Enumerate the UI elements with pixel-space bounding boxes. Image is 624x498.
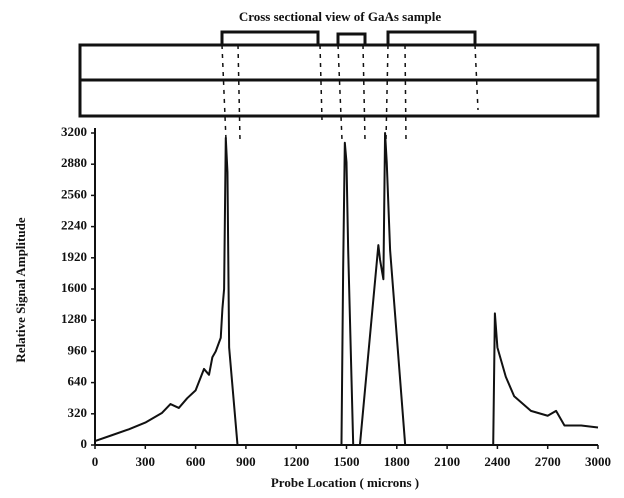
x-tick-label: 1500	[334, 454, 360, 469]
y-tick-label: 1280	[61, 311, 87, 326]
guide-line	[337, 44, 343, 141]
guide-line	[474, 44, 479, 111]
guide-line	[404, 44, 407, 141]
x-tick-label: 1800	[384, 454, 410, 469]
guide-lines	[221, 44, 479, 141]
guide-line	[362, 44, 366, 141]
layer-substrate	[78, 78, 600, 118]
x-tick-label: 1200	[283, 454, 309, 469]
y-tick-label: 3200	[61, 124, 87, 139]
x-tick-label: 300	[136, 454, 156, 469]
y-tick-label: 2880	[61, 155, 87, 170]
y-tick-label: 1920	[61, 249, 87, 264]
guide-line	[385, 44, 389, 141]
y-tick-label: 320	[68, 405, 88, 420]
guide-line	[319, 44, 323, 121]
contact	[386, 30, 477, 47]
x-axis-title: Probe Location ( microns )	[271, 475, 419, 490]
y-tick-label: 2560	[61, 186, 87, 201]
y-tick-label: 1600	[61, 280, 87, 295]
x-tick-label: 600	[186, 454, 206, 469]
cross-section	[78, 30, 600, 118]
x-tick-label: 2100	[434, 454, 460, 469]
contact	[220, 30, 320, 47]
x-tick-label: 0	[92, 454, 99, 469]
y-axis-title: Relative Signal Amplitude	[13, 217, 28, 362]
y-tick-label: 960	[68, 342, 88, 357]
contact	[336, 32, 367, 47]
x-tick-label: 3000	[585, 454, 611, 469]
data-line	[94, 132, 599, 446]
x-tick-label: 900	[236, 454, 256, 469]
x-tick-label: 2700	[535, 454, 561, 469]
y-tick-label: 2240	[61, 218, 87, 233]
chart-title: Cross sectional view of GaAs sample	[239, 9, 442, 24]
guide-line	[221, 44, 227, 141]
x-tick-label: 2400	[484, 454, 510, 469]
y-tick-label: 640	[68, 374, 88, 389]
guide-line	[237, 44, 241, 141]
y-tick-label: 0	[81, 436, 88, 451]
